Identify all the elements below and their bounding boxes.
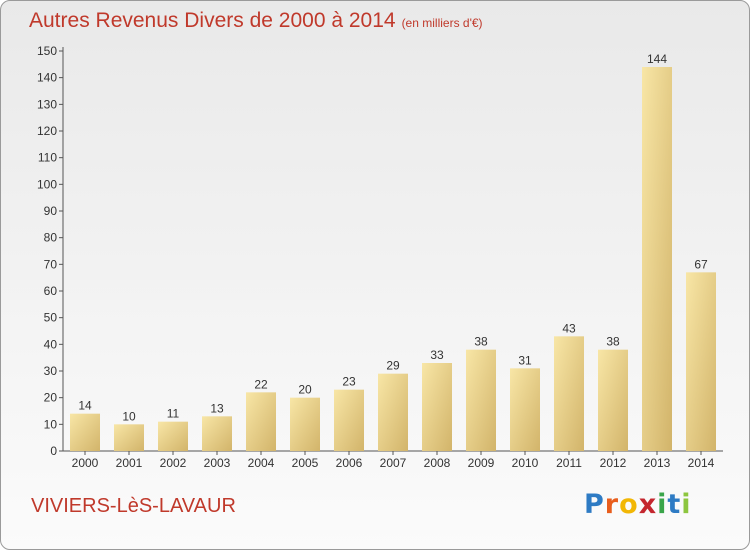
value-label-2005: 20 bbox=[298, 383, 312, 397]
y-tick-label: 90 bbox=[44, 204, 58, 218]
value-label-2003: 13 bbox=[210, 401, 224, 415]
x-tick-label: 2005 bbox=[292, 456, 319, 470]
y-tick-label: 50 bbox=[44, 311, 58, 325]
x-tick-label: 2010 bbox=[512, 456, 539, 470]
value-label-2010: 31 bbox=[518, 353, 532, 367]
bar-2009 bbox=[466, 349, 496, 451]
bar-2002 bbox=[158, 421, 188, 451]
proxiti-logo: Proxiti bbox=[584, 489, 692, 520]
logo-letter: x bbox=[638, 489, 658, 520]
chart-title: Autres Revenus Divers de 2000 à 2014 (en … bbox=[29, 9, 483, 33]
bar-2000 bbox=[70, 413, 100, 451]
y-tick-label: 0 bbox=[50, 444, 57, 458]
bar-2014 bbox=[686, 272, 716, 451]
chart-labels: 2000 14 2001 10 2002 11 2003 13 2004 22 2005 20 2006… bbox=[72, 52, 715, 470]
logo-letter: r bbox=[604, 489, 620, 520]
value-label-2014: 67 bbox=[694, 257, 708, 271]
x-tick-label: 2007 bbox=[380, 456, 407, 470]
x-tick-label: 2011 bbox=[556, 456, 582, 470]
chart-title-text: Autres Revenus Divers de 2000 à 2014 bbox=[29, 9, 396, 32]
bar-2003 bbox=[202, 416, 232, 451]
x-tick-label: 2014 bbox=[688, 456, 715, 470]
y-tick-label: 10 bbox=[44, 417, 58, 431]
value-label-2002: 11 bbox=[167, 407, 180, 421]
y-tick-label: 20 bbox=[44, 391, 58, 405]
chart-subtitle: (en milliers d'€) bbox=[401, 16, 483, 30]
x-tick-label: 2003 bbox=[204, 456, 231, 470]
bar-2004 bbox=[246, 392, 276, 451]
y-tick-label: 130 bbox=[37, 97, 57, 111]
y-tick-label: 70 bbox=[44, 257, 58, 271]
value-label-2000: 14 bbox=[78, 399, 92, 413]
bar-2006 bbox=[334, 389, 364, 451]
value-label-2007: 29 bbox=[386, 359, 400, 373]
bar-2008 bbox=[422, 363, 452, 451]
y-tick-label: 30 bbox=[44, 364, 58, 378]
bar-2001 bbox=[114, 424, 144, 451]
x-tick-label: 2002 bbox=[160, 456, 187, 470]
x-tick-label: 2001 bbox=[116, 456, 143, 470]
y-tick-label: 150 bbox=[37, 44, 57, 58]
x-tick-label: 2004 bbox=[248, 456, 275, 470]
value-label-2001: 10 bbox=[122, 409, 136, 423]
x-tick-label: 2000 bbox=[72, 456, 99, 470]
value-label-2004: 22 bbox=[254, 377, 268, 391]
logo-letter: P bbox=[584, 489, 605, 520]
y-tick-label: 80 bbox=[44, 231, 58, 245]
chart-bars bbox=[70, 67, 716, 451]
value-label-2012: 38 bbox=[606, 335, 620, 349]
x-tick-label: 2009 bbox=[468, 456, 495, 470]
bar-2010 bbox=[510, 368, 540, 451]
x-tick-label: 2008 bbox=[424, 456, 451, 470]
y-tick-label: 100 bbox=[37, 177, 57, 191]
x-tick-label: 2013 bbox=[644, 456, 671, 470]
y-tick-label: 120 bbox=[37, 124, 57, 138]
bar-2007 bbox=[378, 373, 408, 451]
logo-letter: o bbox=[619, 489, 639, 520]
y-tick-label: 60 bbox=[44, 284, 58, 298]
x-tick-label: 2012 bbox=[600, 456, 627, 470]
value-label-2008: 33 bbox=[430, 348, 444, 362]
x-tick-label: 2006 bbox=[336, 456, 363, 470]
bar-2005 bbox=[290, 397, 320, 451]
town-name: VIVIERS-LèS-LAVAUR bbox=[31, 495, 236, 517]
value-label-2011: 43 bbox=[562, 321, 576, 335]
value-label-2013: 144 bbox=[647, 52, 667, 66]
logo-letter: t bbox=[667, 489, 682, 520]
value-label-2006: 23 bbox=[342, 375, 356, 389]
logo-letter: i bbox=[681, 489, 692, 520]
bar-2011 bbox=[554, 336, 584, 451]
logo-letter: i bbox=[657, 489, 668, 520]
bar-2012 bbox=[598, 349, 628, 451]
value-label-2009: 38 bbox=[474, 335, 488, 349]
y-tick-label: 140 bbox=[37, 71, 57, 85]
y-tick-label: 40 bbox=[44, 337, 58, 351]
bar-2013 bbox=[642, 67, 672, 451]
y-tick-label: 110 bbox=[38, 151, 57, 165]
